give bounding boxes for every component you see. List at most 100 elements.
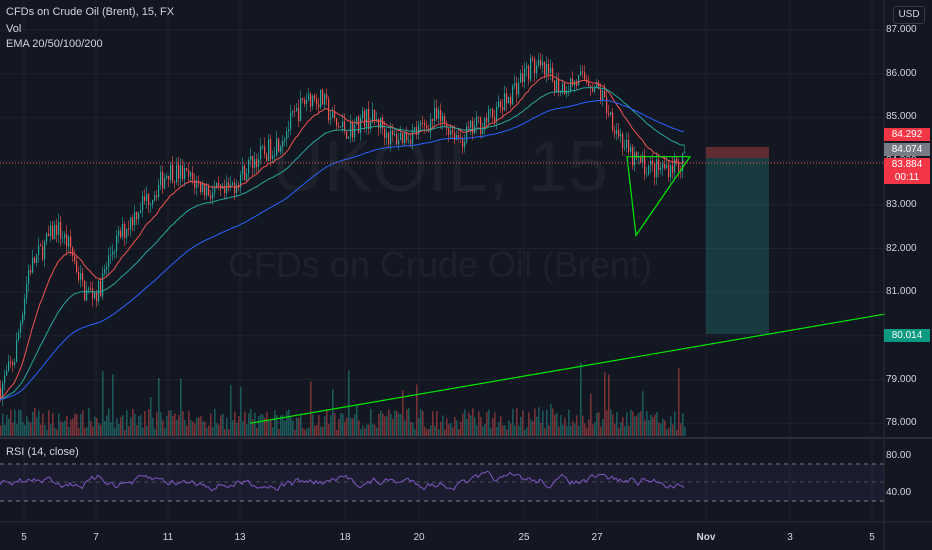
volume-bar <box>172 415 174 436</box>
volume-bar <box>604 372 606 436</box>
volume-bar <box>378 413 380 436</box>
volume-bar <box>220 414 222 436</box>
volume-bar <box>546 409 548 436</box>
candle-body <box>420 122 422 125</box>
price-candles <box>0 52 686 406</box>
volume-bar <box>500 416 502 436</box>
volume-bar <box>392 418 394 436</box>
candle-body <box>666 164 668 169</box>
price-axis-label: 83.000 <box>886 198 917 210</box>
volume-bar <box>116 418 118 436</box>
volume-bar <box>484 424 486 436</box>
rsi-legend[interactable]: RSI (14, close) <box>6 446 79 458</box>
volume-bar <box>574 423 576 436</box>
triangle-pattern[interactable] <box>626 156 692 238</box>
candle-body <box>394 134 396 136</box>
volume-bar <box>260 414 262 436</box>
volume-bar <box>576 415 578 436</box>
candle-body <box>648 165 650 175</box>
candle-body <box>66 234 68 247</box>
volume-bar <box>538 407 540 436</box>
volume-bar <box>168 410 170 436</box>
volume-bar <box>174 413 176 436</box>
candle-body <box>358 116 360 134</box>
ascending-trendline[interactable] <box>249 313 886 424</box>
watermark-name: CFDs on Crude Oil (Brent) <box>227 244 653 285</box>
volume-bar <box>512 408 514 436</box>
candle-body <box>136 211 138 220</box>
candle-body <box>116 235 118 252</box>
candle-body <box>324 94 326 105</box>
volume-bar <box>296 417 298 436</box>
candle-body <box>58 222 60 235</box>
price-axis-label: 82.000 <box>886 242 917 254</box>
time-axis-label: 7 <box>93 532 99 543</box>
volume-bar <box>644 420 646 436</box>
take-profit-zone[interactable] <box>706 158 769 334</box>
volume-bar <box>468 412 470 436</box>
time-axis-label: 27 <box>591 532 603 543</box>
volume-bar <box>2 413 4 436</box>
volume-bar <box>550 403 552 436</box>
volume-bar <box>592 424 594 436</box>
volume-bar <box>376 427 378 436</box>
volume-bar <box>240 387 242 436</box>
stop-loss-zone[interactable] <box>706 147 769 158</box>
volume-bar <box>340 413 342 436</box>
candle-body <box>532 58 534 60</box>
candle-body <box>376 118 378 120</box>
volume-bar <box>160 412 162 436</box>
volume-bar <box>462 413 464 436</box>
candle-body <box>186 168 188 170</box>
candle-body <box>656 159 658 178</box>
volume-legend[interactable]: Vol <box>6 23 22 35</box>
candle-body <box>472 120 474 134</box>
candle-body <box>534 59 536 74</box>
volume-bar <box>598 412 600 436</box>
volume-bar <box>678 368 680 436</box>
volume-bar <box>224 428 226 436</box>
volume-bar <box>300 413 302 436</box>
candle-body <box>638 157 640 158</box>
candle-body <box>302 98 304 100</box>
chart-title[interactable]: CFDs on Crude Oil (Brent), 15, FX <box>6 6 175 18</box>
candle-body <box>524 68 526 82</box>
volume-bar <box>358 420 360 436</box>
volume-bar <box>654 414 656 436</box>
volume-bar <box>406 409 408 436</box>
volume-bar <box>250 409 252 436</box>
volume-bar <box>552 408 554 436</box>
volume-bars <box>0 362 686 436</box>
candle-body <box>268 139 270 161</box>
candle-body <box>548 63 550 74</box>
candle-body <box>374 110 376 120</box>
price-axis-label: 87.000 <box>886 24 917 35</box>
volume-bar <box>106 415 108 436</box>
ema-legend[interactable]: EMA 20/50/100/200 <box>6 38 103 50</box>
candle-body <box>190 172 192 177</box>
candle-body <box>82 273 84 281</box>
candle-body <box>590 85 592 88</box>
candle-body <box>640 157 642 163</box>
candle-body <box>502 107 504 110</box>
volume-bar <box>418 418 420 436</box>
volume-bar <box>350 417 352 436</box>
volume-bar <box>396 411 398 436</box>
volume-bar <box>4 424 6 436</box>
candle-body <box>104 269 106 274</box>
volume-bar <box>164 428 166 436</box>
candle-body <box>372 110 374 123</box>
volume-bar <box>272 427 274 436</box>
volume-bar <box>156 412 158 436</box>
currency-button[interactable]: USD <box>893 6 925 24</box>
time-axis-label: 5 <box>21 532 27 543</box>
volume-bar <box>582 415 584 436</box>
candle-body <box>124 223 126 238</box>
candle-body <box>254 159 256 168</box>
volume-bar <box>626 412 628 436</box>
candle-body <box>658 159 660 170</box>
candle-body <box>330 117 332 120</box>
volume-bar <box>452 427 454 436</box>
volume-bar <box>270 420 272 436</box>
